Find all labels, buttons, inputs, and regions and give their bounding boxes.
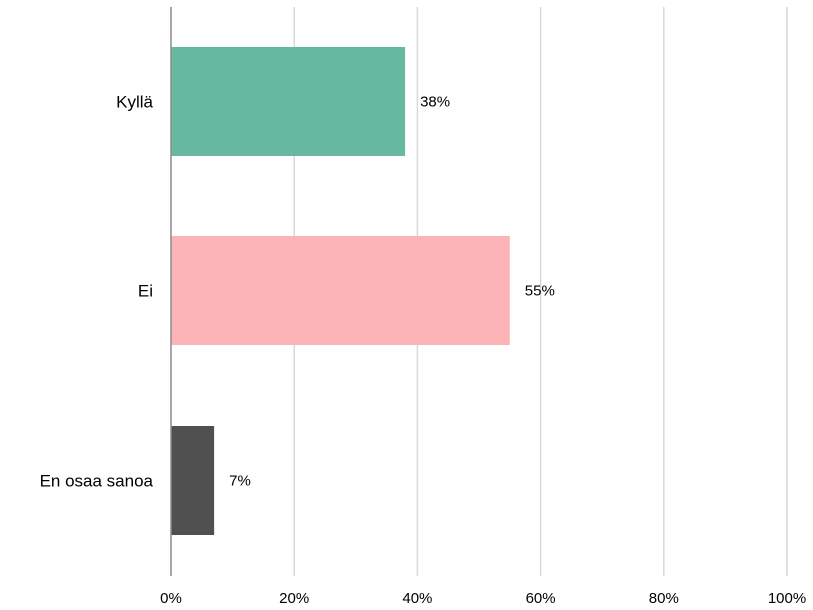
x-tick-label-20: 20% — [279, 590, 309, 605]
grid-lines — [293, 7, 788, 576]
x-tick-labels: 0% 20% 40% 60% 80% 100% — [160, 590, 806, 607]
bar-2 — [171, 426, 215, 535]
data-label-0: 38% — [420, 94, 450, 111]
category-label-0: Kyllä — [116, 93, 153, 112]
x-tick-label-80: 80% — [649, 590, 679, 605]
category-label-1: Ei — [138, 282, 153, 301]
bars — [171, 47, 510, 535]
data-label-1: 55% — [525, 283, 555, 300]
category-labels: Kyllä Ei En osaa sanoa — [40, 93, 154, 491]
x-tick-label-60: 60% — [526, 590, 556, 605]
x-tick-label-40: 40% — [402, 590, 432, 605]
x-tick-label-100: 100% — [768, 590, 806, 605]
bar-0 — [171, 47, 406, 156]
x-tick-label-0: 0% — [160, 590, 182, 605]
category-label-2: En osaa sanoa — [40, 472, 154, 491]
data-label-2: 7% — [229, 473, 251, 490]
data-labels: 38% 55% 7% — [229, 94, 555, 490]
bar-1 — [171, 236, 510, 345]
